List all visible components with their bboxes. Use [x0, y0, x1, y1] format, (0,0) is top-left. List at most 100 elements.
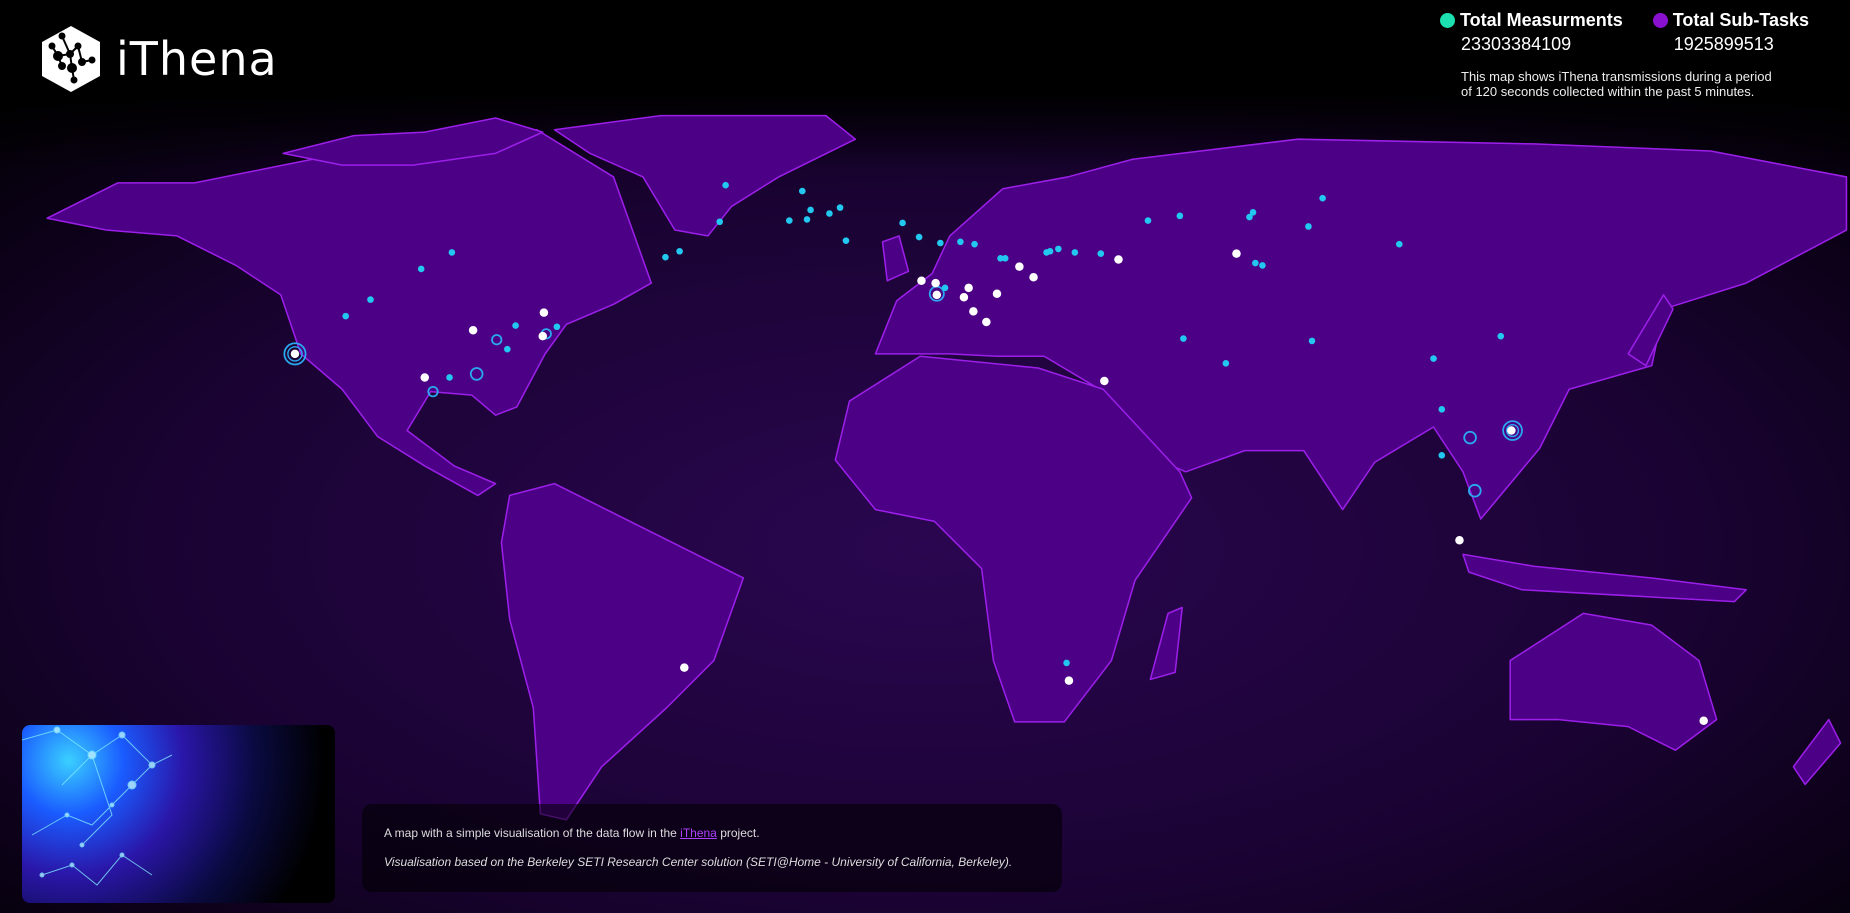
subtask-dot: [1114, 255, 1123, 264]
measurement-dot: [826, 210, 833, 217]
measurement-dot: [1259, 262, 1266, 269]
subtask-dot: [959, 293, 969, 302]
transmission-ring: [283, 342, 307, 366]
caption-text: A map with a simple visualisation of the…: [384, 826, 681, 840]
transmission-ring: [1463, 430, 1477, 445]
uk: [881, 235, 910, 282]
greenland: [553, 114, 857, 237]
stat-measurements: Total Measurments 23303384109: [1440, 10, 1623, 55]
measurement-dot: [786, 217, 793, 224]
subtask-dot: [969, 307, 978, 316]
measurement-dot: [937, 239, 944, 247]
transmission-ring: [469, 367, 484, 381]
measurement-dot: [1055, 245, 1062, 253]
caption-line-2: Visualisation based on the Berkeley SETI…: [384, 855, 1013, 869]
subtask-dot: [1015, 262, 1024, 271]
logo[interactable]: iThena: [40, 24, 278, 94]
subtask-dot: [1064, 676, 1074, 685]
measurement-dot: [448, 249, 456, 256]
measurement-dot: [1046, 247, 1054, 255]
subtask-dot: [932, 290, 942, 300]
measurement-dot: [941, 284, 949, 292]
measurement-dot: [1176, 212, 1184, 220]
measurement-dot: [1063, 659, 1070, 667]
measurement-dot: [836, 204, 844, 211]
subtask-dot: [539, 308, 549, 317]
transmission-ring: [287, 346, 303, 362]
measurement-dot: [417, 265, 425, 273]
new-zealand: [1792, 718, 1842, 786]
subtask-dot: [290, 349, 300, 359]
subtask-dot: [1232, 249, 1241, 258]
subtask-dot: [680, 663, 689, 672]
caption-text: project.: [716, 826, 760, 840]
measurement-dot: [1438, 406, 1446, 413]
subtask-dot: [982, 317, 991, 327]
stat-label: Total Measurments: [1460, 10, 1623, 30]
map-description: This map shows iThena transmissions duri…: [1461, 69, 1772, 99]
subtask-dot: [1100, 376, 1109, 386]
measurement-dot: [1497, 332, 1505, 340]
subtask-dot: [1699, 716, 1708, 725]
measurement-dot: [957, 238, 964, 246]
ithena-link[interactable]: iThena: [680, 826, 717, 840]
measurement-dot: [1071, 249, 1079, 256]
measurement-dot: [1249, 209, 1257, 216]
transmission-ring: [1468, 483, 1482, 498]
top-fade: [0, 0, 1850, 170]
subtask-dot: [931, 278, 940, 288]
measurement-dot: [662, 253, 669, 261]
subtask-dot: [1507, 426, 1516, 435]
subtask-dot: [1029, 272, 1038, 282]
measurement-dot: [1308, 337, 1316, 345]
measurement-dot: [1438, 452, 1446, 459]
measurement-dot: [997, 255, 1004, 262]
measurement-dot: [1252, 259, 1259, 267]
transmission-ring: [1502, 420, 1523, 441]
caption-box: A map with a simple visualisation of the…: [362, 804, 1062, 892]
australia: [1509, 612, 1718, 751]
measurement-dot: [512, 322, 519, 329]
measurement-dot: [676, 247, 683, 255]
subtask-dot: [538, 331, 547, 341]
measurement-dot: [504, 345, 511, 353]
measurement-dot: [1144, 217, 1152, 224]
japan: [1627, 294, 1674, 367]
stat-subtasks: Total Sub-Tasks 1925899513: [1652, 10, 1810, 55]
measurement-dot: [1222, 360, 1230, 367]
subtask-dot: [1455, 536, 1464, 545]
measurement-dot: [1305, 223, 1312, 230]
measurement-dot: [367, 296, 374, 303]
transmission-ring: [491, 334, 503, 346]
brand-name: iThena: [116, 32, 278, 86]
measurement-dot: [842, 237, 850, 244]
africa: [834, 355, 1193, 723]
subtask-dot: [420, 373, 429, 382]
measurement-dot: [1097, 250, 1105, 257]
measurement-dot: [803, 216, 811, 223]
measurement-dot: [807, 206, 814, 214]
caption-line-1: A map with a simple visualisation of the…: [384, 826, 1040, 840]
measurement-dot: [716, 218, 724, 226]
measurement-dot: [899, 219, 906, 227]
subtasks-dot-icon: [1652, 13, 1668, 28]
measurement-dot: [1395, 240, 1403, 248]
network-graph-icon: [22, 726, 173, 886]
measurement-dot: [722, 181, 729, 189]
measurement-dot: [1001, 255, 1009, 262]
canadian-islands: [282, 117, 544, 166]
subtask-dot: [468, 326, 478, 335]
subtask-dot: [992, 289, 1002, 298]
network-image: [22, 725, 335, 903]
measurement-dot: [915, 233, 923, 241]
measurement-dot: [1430, 355, 1437, 362]
subtask-dot: [964, 283, 973, 293]
measurements-dot-icon: [1440, 13, 1455, 28]
measurement-dot: [1319, 194, 1326, 202]
north-america: [46, 128, 653, 497]
stat-label: Total Sub-Tasks: [1672, 10, 1810, 30]
measurement-dot: [553, 323, 561, 331]
measurement-dot: [342, 312, 349, 320]
transmission-ring: [1505, 423, 1520, 438]
